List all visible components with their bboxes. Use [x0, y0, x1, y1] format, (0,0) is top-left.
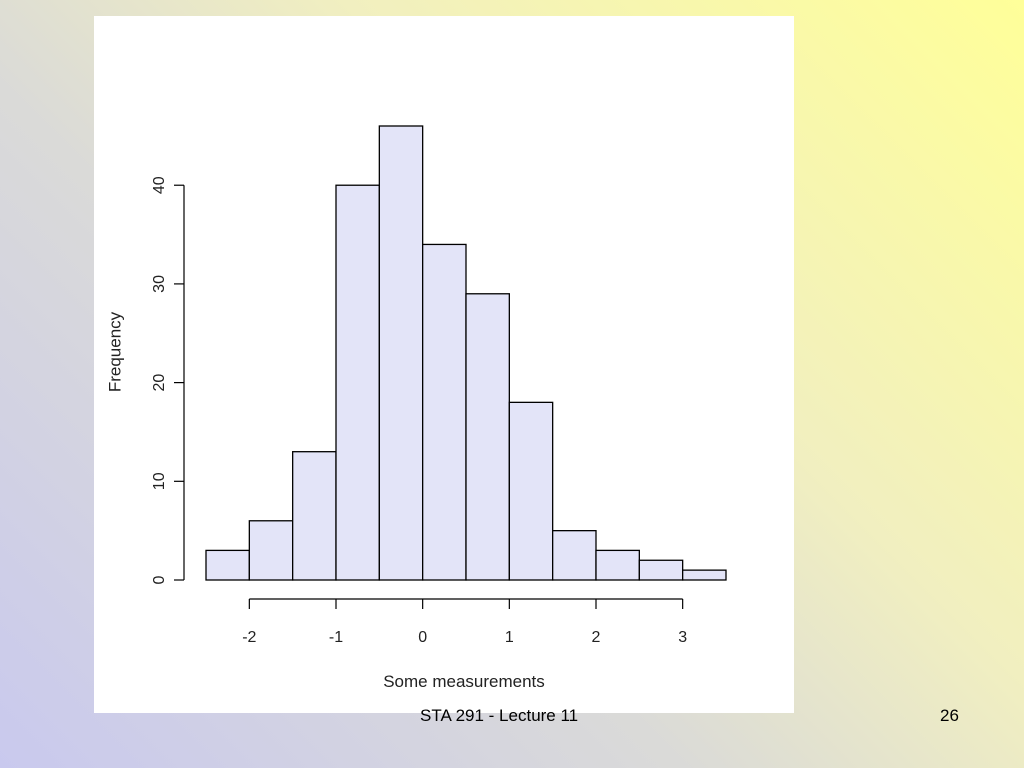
plot-panel: 0 10 20 30 40 -2 -1 0 1 2 3 Frequency Some measur… [94, 16, 794, 713]
histogram-bar [595, 549, 640, 581]
x-tick-label: 2 [592, 629, 601, 646]
histogram-bar [508, 401, 554, 581]
bars-layer [205, 125, 727, 581]
y-tick-label: 0 [151, 575, 168, 584]
histogram-bar [465, 293, 510, 581]
slide-number: 26 [940, 706, 959, 725]
histogram-bar [292, 451, 337, 581]
histogram-bar [638, 559, 684, 581]
x-tick-label: 0 [418, 629, 427, 646]
histogram-bar [682, 569, 727, 581]
histogram-bar [552, 530, 597, 581]
histogram-bar [422, 243, 467, 581]
histogram-bar [378, 125, 424, 581]
y-tick-label: 10 [151, 472, 168, 490]
y-axis-label: Frequency [105, 311, 124, 392]
x-axis: -2 -1 0 1 2 3 [242, 598, 687, 646]
y-tick-label: 40 [151, 176, 168, 194]
histogram-bar [248, 520, 294, 581]
y-tick-label: 20 [151, 374, 168, 392]
y-tick-label: 30 [151, 275, 168, 293]
x-tick-label: -1 [329, 629, 343, 646]
x-tick-label: 3 [678, 629, 687, 646]
x-tick-label: 1 [505, 629, 514, 646]
histogram-bar [335, 184, 380, 581]
footer-lecture-title: STA 291 - Lecture 11 [420, 706, 579, 725]
histogram-chart: 0 10 20 30 40 -2 -1 0 1 2 3 Frequency Some measur… [105, 125, 727, 691]
y-axis: 0 10 20 30 40 [151, 176, 185, 584]
x-tick-label: -2 [242, 629, 256, 646]
x-axis-label: Some measurements [383, 672, 545, 691]
histogram-bar [205, 549, 250, 581]
